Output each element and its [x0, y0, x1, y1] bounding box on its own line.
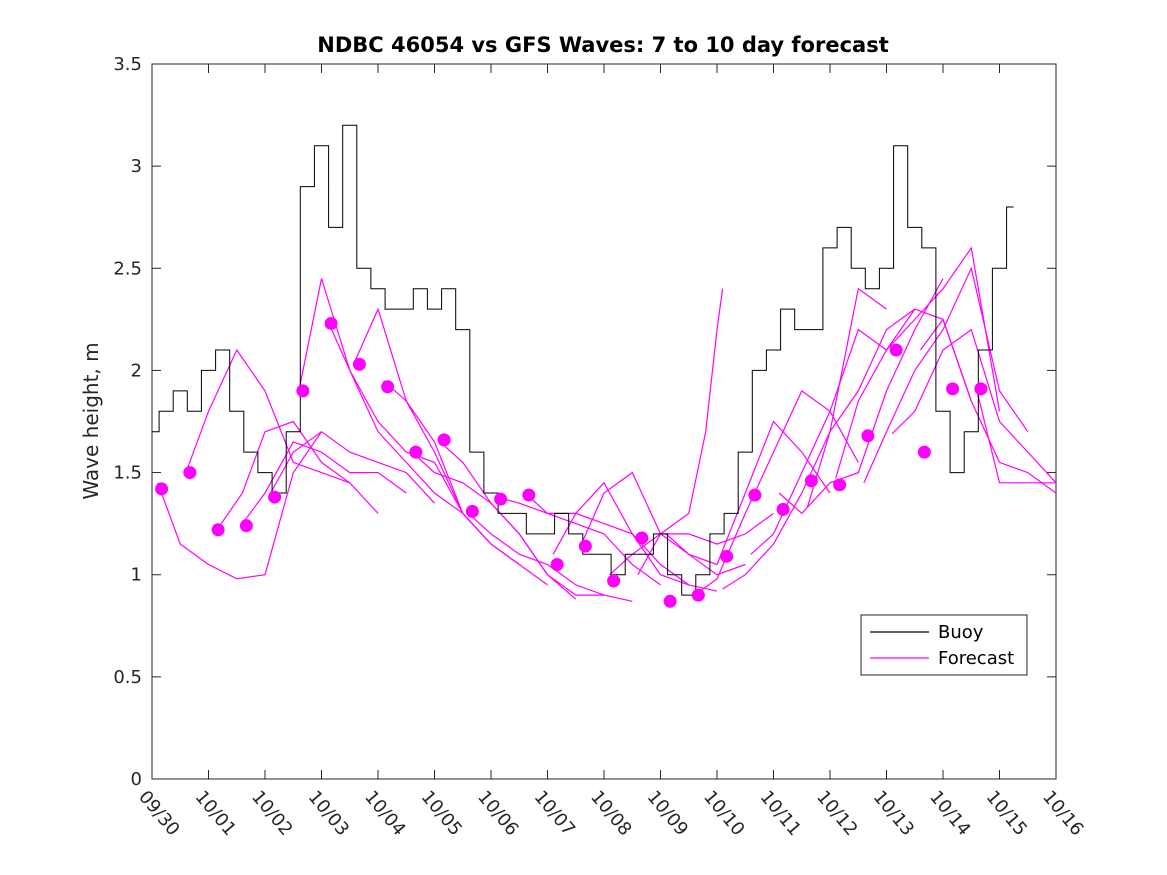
- forecast-point: [183, 466, 197, 480]
- forecast-line: [835, 246, 1001, 479]
- forecast-line: [722, 287, 887, 590]
- forecast-line: [298, 278, 464, 514]
- forecast-point: [465, 504, 479, 518]
- buoy-line: [152, 124, 1014, 596]
- y-tick-label: 1: [131, 565, 142, 586]
- forecast-point: [889, 343, 903, 357]
- forecast-line: [270, 430, 435, 504]
- plot-area: [152, 124, 1056, 608]
- forecast-line: [863, 266, 1029, 484]
- forecast-line: [665, 420, 831, 566]
- x-tick-label: 10/08: [586, 787, 635, 840]
- x-tick-label: 10/09: [643, 787, 692, 840]
- legend-label-buoy: Buoy: [938, 622, 984, 643]
- forecast-point: [748, 488, 762, 502]
- forecast-point: [211, 523, 225, 537]
- y-tick-label: 1.5: [113, 463, 142, 484]
- forecast-line: [976, 390, 1056, 484]
- x-tick-label: 10/06: [473, 787, 522, 840]
- forecast-line: [213, 420, 379, 535]
- forecast-line: [354, 307, 520, 565]
- forecast-point: [804, 474, 818, 488]
- forecast-line: [891, 328, 1056, 484]
- legend-box: [860, 614, 1028, 676]
- forecast-point: [550, 558, 564, 571]
- forecast-point: [268, 490, 282, 504]
- y-tick-label: 0: [131, 769, 142, 790]
- forecast-point: [776, 502, 790, 516]
- forecast-line: [524, 492, 690, 586]
- forecast-point: [324, 316, 338, 330]
- forecast-point: [522, 488, 536, 502]
- forecast-point: [691, 588, 705, 602]
- forecast-point: [494, 492, 508, 506]
- x-tick-label: 10/12: [812, 787, 861, 840]
- forecast-line: [778, 278, 944, 515]
- x-tick-label: 10/03: [304, 787, 353, 840]
- y-tick-label: 0.5: [113, 667, 142, 688]
- forecast-point: [352, 357, 366, 371]
- forecast-point: [578, 539, 592, 553]
- forecast-point: [635, 531, 649, 545]
- forecast-line: [157, 431, 322, 580]
- forecast-point: [607, 574, 621, 588]
- x-tick-label: 10/02: [247, 787, 296, 840]
- forecast-point: [974, 382, 988, 396]
- forecast-point: [409, 445, 423, 459]
- x-tick-label: 10/11: [756, 787, 805, 840]
- y-tick-label: 2.5: [113, 258, 142, 279]
- forecast-point: [833, 478, 847, 492]
- x-tick-label: 10/13: [869, 787, 918, 840]
- forecast-point: [861, 429, 875, 443]
- forecast-point: [296, 384, 310, 398]
- x-tick-label: 10/01: [191, 787, 240, 840]
- forecast-point: [663, 594, 677, 608]
- forecast-line: [637, 288, 724, 575]
- x-tick-label: 10/14: [925, 787, 974, 840]
- forecast-line: [580, 471, 746, 576]
- forecast-point: [239, 519, 253, 533]
- forecast-line: [806, 308, 972, 508]
- x-tick-label: 10/07: [530, 787, 579, 840]
- forecast-line: [185, 348, 351, 484]
- forecast-line: [919, 318, 1056, 494]
- forecast-line: [383, 380, 548, 586]
- forecast-point: [946, 382, 960, 396]
- forecast-line: [467, 512, 633, 602]
- y-axis-label: Wave height, m: [79, 342, 103, 499]
- y-tick-label: 2: [131, 360, 142, 381]
- x-tick-label: 10/05: [417, 787, 466, 840]
- chart-title: NDBC 46054 vs GFS Waves: 7 to 10 day for…: [317, 33, 888, 57]
- legend-label-forecast: Forecast: [938, 648, 1014, 669]
- x-tick-label: 10/10: [699, 787, 748, 840]
- y-tick-label: 3.5: [113, 54, 142, 75]
- forecast-line: [496, 496, 661, 586]
- x-tick-label: 09/30: [134, 787, 183, 840]
- forecast-line: [241, 441, 407, 524]
- forecast-point: [381, 380, 395, 394]
- x-tick-label: 10/15: [982, 787, 1031, 840]
- forecast-point: [917, 445, 931, 459]
- forecast-line: [439, 441, 604, 596]
- x-tick-label: 10/16: [1038, 787, 1087, 840]
- forecast-point: [437, 433, 451, 447]
- forecast-point: [720, 549, 734, 563]
- forecast-line: [552, 481, 718, 592]
- y-tick-label: 3: [131, 156, 142, 177]
- forecast-line: [694, 389, 859, 596]
- x-tick-label: 10/04: [360, 787, 409, 840]
- forecast-point: [155, 482, 169, 496]
